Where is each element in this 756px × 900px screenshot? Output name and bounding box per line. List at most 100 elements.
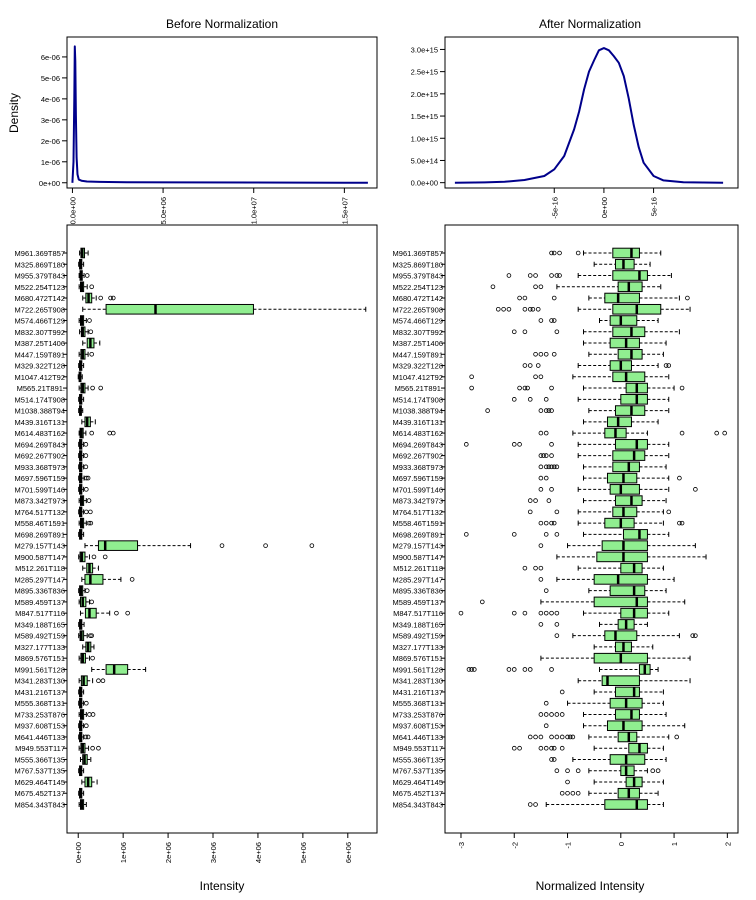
normalized-box-33: [458, 607, 670, 619]
outlier-point: [129, 577, 135, 582]
intensity-category-label: M279.157T143: [15, 542, 65, 551]
outlier-point: [538, 284, 544, 290]
normalized-box-24: [527, 506, 672, 518]
intensity-category-label: M733.253T876: [15, 710, 65, 719]
outlier-point: [501, 306, 506, 312]
intensity-category-label: M767.537T135: [15, 767, 65, 776]
normalized-category-label: M431.216T137: [393, 688, 443, 697]
normalized-box-15: [485, 405, 670, 416]
iqr-box: [612, 270, 648, 281]
outlier-point: [538, 712, 544, 717]
outlier-point: [533, 734, 538, 740]
intensity-box-1: [79, 247, 89, 259]
normalized-box-9: [583, 337, 667, 349]
intensity-box-4: [78, 281, 95, 293]
intensity-category-label: M629.464T145: [15, 778, 65, 787]
intensity-xtick-label: 6e+06: [344, 842, 353, 863]
normalized-category-label: M692.267T902: [393, 452, 443, 461]
iqr-box: [612, 326, 646, 338]
outlier-point: [543, 700, 549, 706]
outlier-point: [98, 385, 103, 391]
outlier-point: [511, 442, 517, 447]
outlier-point: [533, 351, 538, 357]
outlier-point: [538, 318, 544, 323]
normalized-box-10: [533, 348, 664, 360]
intensity-box-38: [91, 664, 147, 675]
normalized-category-label: M854.343T843: [393, 801, 443, 810]
normalized-category-label: M589.492T159: [393, 632, 443, 641]
outlier-point: [551, 318, 557, 323]
outlier-point: [650, 768, 656, 774]
outlier-point: [309, 543, 315, 548]
normalized-category-label: M698.269T891: [393, 530, 443, 539]
outlier-point: [554, 712, 560, 717]
outlier-point: [549, 385, 554, 391]
intensity-category-label: M955.379T843: [15, 272, 65, 281]
outlier-point: [530, 306, 536, 312]
intensity-category-label: M522.254T123: [15, 283, 65, 292]
normalized-category-label: M439.316T131: [393, 418, 443, 427]
density-after-panel: After Normalization 0.0e+00 5.0e+14 1.0e+1…: [411, 17, 739, 219]
normalized-box-28: [556, 551, 707, 563]
intensity-category-label: M933.368T973: [15, 463, 65, 472]
intensity-category-label: M439.316T131: [15, 418, 65, 427]
normalized-category-label: M514.174T908: [393, 395, 443, 404]
intensity-plot-area: [77, 247, 367, 810]
intensity-box-2: [78, 258, 85, 270]
outlier-point: [517, 385, 522, 391]
normalized-box-40: [559, 686, 664, 698]
outlier-point: [677, 520, 682, 526]
outlier-point: [538, 430, 544, 436]
outlier-point: [84, 588, 90, 593]
intensity-category-label: M692.267T902: [15, 452, 65, 461]
iqr-box: [614, 709, 640, 720]
density-before-curve: [71, 45, 368, 184]
outlier-point: [458, 610, 464, 616]
iqr-box: [620, 394, 648, 405]
outlier-point: [543, 532, 549, 537]
intensity-category-label: M697.596T159: [15, 474, 65, 483]
outlier-point: [674, 734, 680, 740]
outlier-point: [575, 790, 581, 796]
normalized-category-label: M325.869T180: [393, 260, 443, 269]
iqr-box: [606, 416, 632, 428]
density-after-xtick-label: 0e+00: [600, 197, 609, 218]
iqr-box: [628, 742, 648, 754]
normalized-category-label: M767.537T135: [393, 767, 443, 776]
outlier-point: [471, 667, 477, 672]
intensity-category-label: M694.269T843: [15, 440, 65, 449]
intensity-category-label: M873.342T973: [15, 497, 65, 506]
outlier-point: [565, 790, 570, 796]
intensity-category-label: M949.553T117: [15, 744, 65, 753]
intensity-box-45: [78, 742, 101, 754]
density-before-ytick-label: 1e-06: [41, 158, 60, 167]
outlier-point: [100, 678, 106, 683]
normalized-category-label: M555.366T135: [393, 755, 443, 764]
intensity-box-12: [77, 371, 83, 383]
density-before-ytick-label: 0e+00: [39, 179, 60, 188]
outlier-point: [466, 667, 472, 672]
outlier-point: [90, 385, 95, 391]
outlier-point: [110, 295, 116, 301]
outlier-point: [543, 408, 549, 413]
outlier-point: [522, 385, 528, 391]
outlier-point: [549, 734, 554, 740]
intensity-category-label: M701.599T146: [15, 485, 65, 494]
intensity-box-34: [78, 619, 85, 630]
density-before-plot-area: [71, 45, 368, 184]
normalized-box-6: [495, 303, 691, 315]
outlier-point: [533, 273, 538, 278]
outlier-point: [86, 520, 92, 526]
intensity-box-16: [81, 416, 96, 428]
iqr-box: [604, 292, 640, 304]
outlier-point: [549, 745, 554, 751]
intensity-category-label: M574.466T129: [15, 317, 65, 326]
outlier-point: [575, 768, 581, 774]
iqr-box: [612, 461, 640, 473]
normalized-category-label: M641.446T133: [393, 733, 443, 742]
outlier-point: [527, 306, 533, 312]
intensity-box-23: [78, 495, 92, 506]
intensity-box-26: [78, 529, 85, 540]
intensity-boxplot-panel: Intensity 0e+00 1e+06 2e+06 3e+06 4e+06 5e+06…: [15, 224, 378, 893]
normalized-category-label: M847.517T116: [393, 609, 443, 618]
